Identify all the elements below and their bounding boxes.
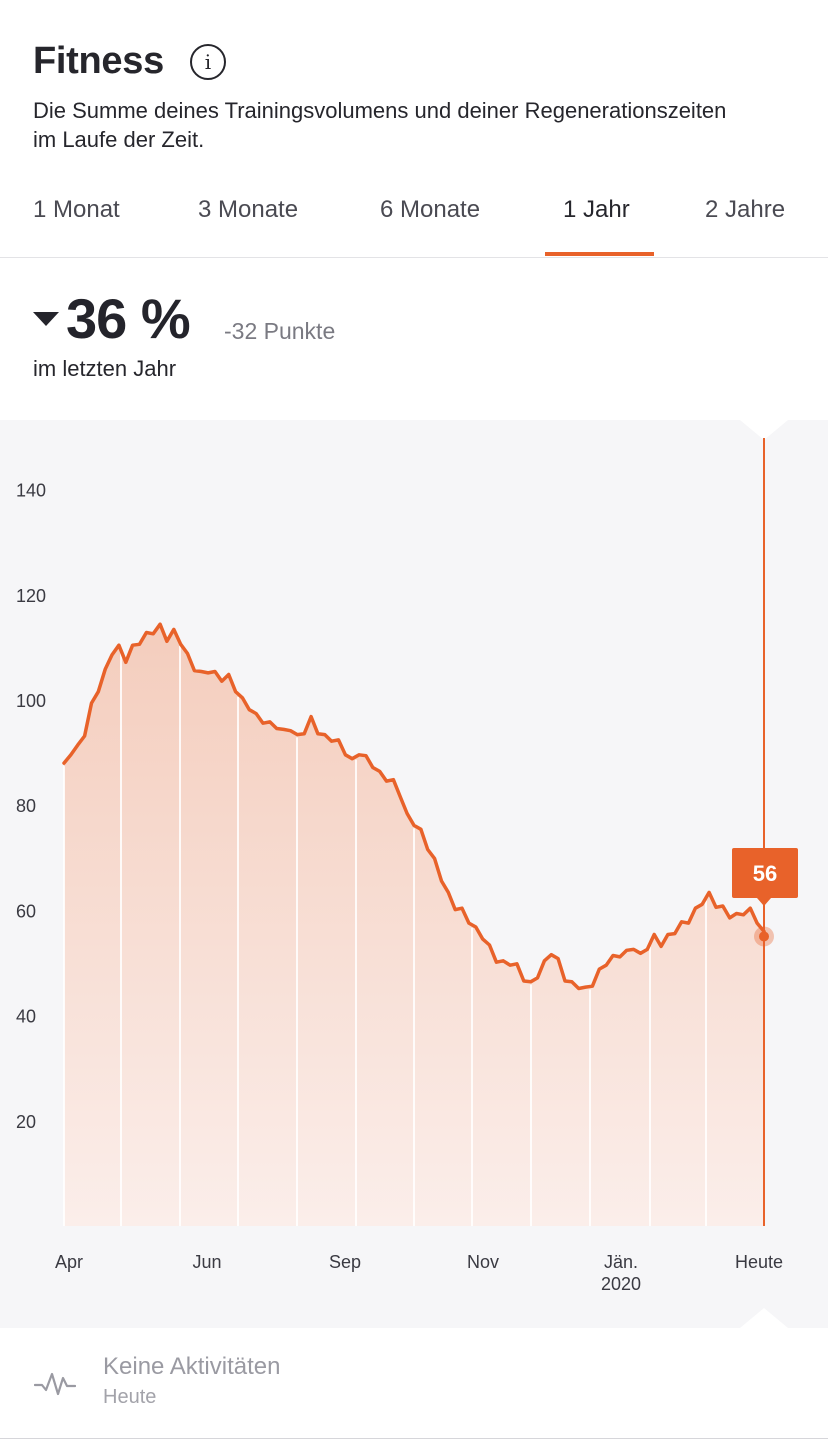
active-tab-indicator (545, 252, 654, 256)
title-row: Fitness i (33, 40, 226, 83)
value-badge (732, 848, 798, 898)
x-tick-sub-4: 2020 (601, 1274, 641, 1294)
y-tick-80: 80 (16, 796, 36, 816)
y-tick-20: 20 (16, 1112, 36, 1132)
chart-svg[interactable]: 20 40 60 80 100 120 140 Apr Jun Sep Nov Jän.2020 He… (0, 420, 828, 1328)
x-tick-0: Apr (55, 1252, 83, 1272)
x-tick-2: Sep (329, 1252, 361, 1272)
change-points: -32 Punkte (224, 318, 336, 344)
change-percent: 36 % (66, 287, 191, 350)
bottom-pointer-notch (740, 1308, 788, 1328)
x-tick-1: Jun (192, 1252, 221, 1272)
time-range-tabs: 1 Monat 3 Monate 6 Monate 1 Jahr 2 Jahre (0, 178, 828, 258)
tab-1-monat[interactable]: 1 Monat (33, 196, 120, 223)
change-period: im letzten Jahr (33, 356, 177, 381)
page-title: Fitness (33, 40, 164, 82)
activity-title: Keine Aktivitäten (103, 1353, 281, 1380)
summary: 36 % -32 Punkte im letzten Jahr (0, 258, 828, 420)
activity-pulse-icon (34, 1372, 76, 1396)
y-tick-100: 100 (16, 691, 46, 711)
activity-subtitle: Heute (103, 1386, 157, 1408)
value-badge-label: 56 (753, 861, 777, 886)
top-pointer-notch (740, 420, 788, 440)
y-tick-140: 140 (16, 481, 46, 501)
x-tick-3: Nov (467, 1252, 499, 1272)
selection-point (759, 931, 769, 942)
y-tick-120: 120 (16, 586, 46, 606)
series-line (62, 622, 766, 991)
tab-3-monate[interactable]: 3 Monate (198, 196, 299, 223)
triangle-down-icon (33, 312, 59, 326)
header: Fitness i Die Summe deines Trainingsvolu… (0, 0, 828, 258)
activity-row[interactable]: Keine Aktivitäten Heute (0, 1328, 828, 1439)
fitness-chart[interactable]: 20 40 60 80 100 120 140 Apr Jun Sep Nov Jän. 2020 He… (0, 420, 828, 1328)
x-tick-4: Jän. (604, 1252, 638, 1272)
info-icon[interactable]: i (189, 43, 226, 80)
tab-1-jahr[interactable]: 1 Jahr (563, 196, 630, 223)
y-tick-60: 60 (16, 901, 36, 921)
y-tick-40: 40 (16, 1007, 36, 1027)
tab-6-monate[interactable]: 6 Monate (380, 196, 481, 223)
page-subtitle: Die Summe deines Trainingsvolumens und d… (33, 98, 727, 152)
tab-2-jahre[interactable]: 2 Jahre (705, 196, 786, 223)
value-badge-pointer (757, 898, 771, 906)
x-tick-5: Heute (735, 1252, 783, 1272)
